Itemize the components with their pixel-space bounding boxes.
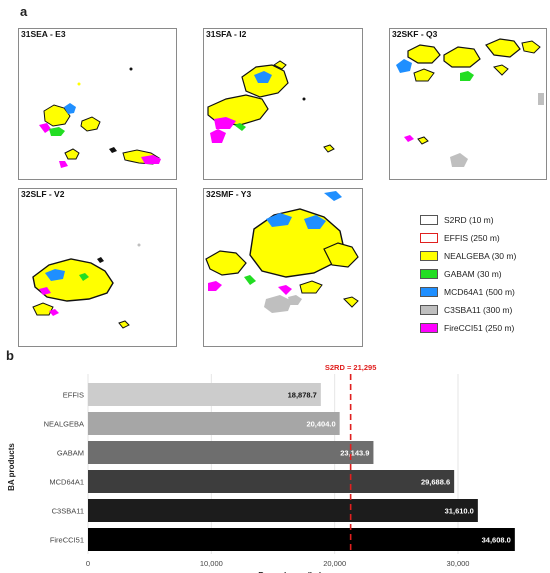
y-tick-label: MCD64A1 (49, 478, 84, 487)
legend-item: S2RD (10 m) (420, 212, 516, 228)
legend-swatch (420, 269, 438, 279)
map-tile-31sfa-i2: 31SFA - I2 (203, 28, 363, 180)
y-tick-label: GABAM (57, 449, 84, 458)
x-tick-label: 0 (86, 559, 90, 568)
legend-item: FireCCI51 (250 m) (420, 320, 516, 336)
map-tile-32smf-y3: 32SMF - Y3 (203, 188, 363, 347)
legend-label: NEALGEBA (30 m) (444, 251, 517, 261)
burn-map-32slf (32, 243, 141, 329)
bar-effis (88, 383, 321, 406)
bar-nealgeba (88, 412, 340, 435)
legend-swatch (420, 215, 438, 225)
y-tick-label: FireCCI51 (50, 536, 84, 545)
panel-a-label: a (20, 4, 28, 19)
legend-label: C3SBA11 (300 m) (444, 305, 513, 315)
bar-value-label: 31,610.0 (445, 507, 474, 516)
burn-map-31sea (39, 67, 161, 168)
map-tile-32slf-v2: 32SLF - V2 (18, 188, 177, 347)
legend-label: MCD64A1 (500 m) (444, 287, 515, 297)
y-tick-label: EFFIS (63, 391, 84, 400)
bar-value-label: 20,404.0 (306, 420, 335, 429)
tile-title: 32SLF - V2 (21, 189, 65, 199)
tile-title: 31SFA - I2 (206, 29, 247, 39)
y-axis-title: BA products (7, 443, 16, 491)
panel-b-label: b (6, 348, 14, 363)
bar-firecci51 (88, 528, 515, 551)
tile-title: 32SKF - Q3 (392, 29, 438, 39)
bar-value-label: 29,688.6 (421, 478, 450, 487)
legend-label: GABAM (30 m) (444, 269, 502, 279)
burn-map-32skf (396, 38, 544, 167)
burn-map-32smf (205, 191, 359, 313)
legend-label: S2RD (10 m) (444, 215, 494, 225)
legend-swatch (420, 233, 438, 243)
x-tick-label: 20,000 (323, 559, 346, 568)
bar-value-label: 18,878.7 (288, 391, 317, 400)
x-axis-title: Burned area (ha) (258, 571, 322, 573)
legend-swatch (420, 305, 438, 315)
legend-item: NEALGEBA (30 m) (420, 248, 516, 264)
bar-c3sba11 (88, 499, 478, 522)
legend-item: C3SBA11 (300 m) (420, 302, 516, 318)
legend-label: FireCCI51 (250 m) (444, 323, 515, 333)
bar-mcd64a1 (88, 470, 455, 493)
legend-label: EFFIS (250 m) (444, 233, 500, 243)
legend-item: EFFIS (250 m) (420, 230, 516, 246)
map-tile-31sea-e3: 31SEA - E3 (18, 28, 177, 180)
legend-item: GABAM (30 m) (420, 266, 516, 282)
reference-line-layer: S2RD = 21,295 (325, 363, 377, 554)
burned-area-bar-chart: 18,878.7 20,404.0 23,143.9 29,688.6 31,610.0… (7, 363, 515, 573)
legend-swatch (420, 323, 438, 333)
bar-layer: 18,878.7 20,404.0 23,143.9 29,688.6 31,610.0… (88, 383, 515, 551)
bar-value-label: 23,143.9 (340, 449, 369, 458)
legend-swatch (420, 251, 438, 261)
x-tick-label: 10,000 (200, 559, 223, 568)
bar-value-label: 34,608.0 (482, 536, 511, 545)
legend-item: MCD64A1 (500 m) (420, 284, 516, 300)
y-tick-label: NEALGEBA (44, 420, 84, 429)
legend-swatch (420, 287, 438, 297)
burn-map-31sfa (207, 60, 335, 153)
reference-label: S2RD = 21,295 (325, 363, 377, 372)
tile-title: 32SMF - Y3 (206, 189, 252, 199)
map-legend: S2RD (10 m) EFFIS (250 m) NEALGEBA (30 m… (420, 212, 516, 338)
tile-title: 31SEA - E3 (21, 29, 66, 39)
bar-gabam (88, 441, 374, 464)
y-tick-label: C3SBA11 (52, 507, 84, 516)
axis-layer: 0 10,000 20,000 30,000 EFFIS NEALGEBA GABAM MCD… (7, 391, 469, 573)
x-tick-label: 30,000 (447, 559, 470, 568)
map-tile-32skf-q3: 32SKF - Q3 (389, 28, 547, 180)
